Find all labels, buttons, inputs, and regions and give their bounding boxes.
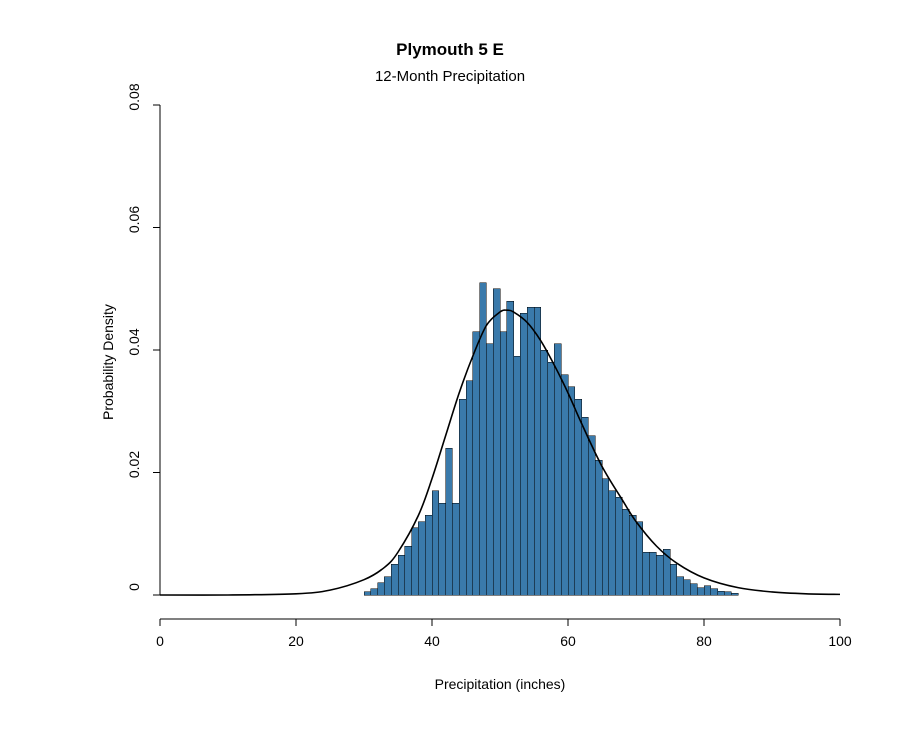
histogram-bar — [534, 307, 541, 595]
histogram-bar — [459, 399, 466, 595]
histogram-bar — [364, 592, 371, 595]
histogram-bar — [690, 584, 697, 595]
histogram-bar — [473, 332, 480, 595]
x-tick-label: 20 — [288, 633, 304, 649]
histogram-bar — [405, 546, 412, 595]
histogram-bar — [554, 344, 561, 595]
histogram-bar — [425, 515, 432, 595]
histogram-bar — [670, 564, 677, 595]
x-tick-label: 80 — [696, 633, 712, 649]
histogram-bar — [371, 589, 378, 595]
histogram-bar — [446, 448, 453, 595]
y-tick-label: 0.06 — [126, 206, 142, 233]
histogram-bar — [507, 301, 514, 595]
histogram-bar — [677, 577, 684, 595]
histogram-bar — [575, 399, 582, 595]
histogram-bar — [568, 387, 575, 595]
histogram-bar — [466, 381, 473, 595]
histogram-bar — [697, 588, 704, 595]
y-tick-label: 0.02 — [126, 451, 142, 478]
x-tick-label: 60 — [560, 633, 576, 649]
histogram-bar — [548, 362, 555, 595]
histogram-bar — [527, 307, 534, 595]
histogram-bar — [384, 577, 391, 595]
histogram-bar — [582, 417, 589, 595]
histogram-bar — [452, 503, 459, 595]
plot-svg: 0 0.02 0.04 0.06 0.08 0 20 40 60 80 100 — [0, 0, 900, 750]
histogram-bar — [704, 586, 711, 595]
y-tick-label: 0 — [126, 583, 142, 591]
histogram-bar — [520, 313, 527, 595]
histogram-bar — [718, 591, 725, 595]
histogram-bar — [629, 515, 636, 595]
y-tick-label: 0.08 — [126, 83, 142, 110]
histogram-bar — [486, 344, 493, 595]
histogram-bar — [378, 583, 385, 595]
histogram-bar — [622, 509, 629, 595]
precipitation-histogram: Plymouth 5 E 12-Month Precipitation Prob… — [0, 0, 900, 750]
x-tick-label: 100 — [828, 633, 852, 649]
histogram-bar — [432, 491, 439, 595]
x-tick-label: 0 — [156, 633, 164, 649]
histogram-bar — [650, 552, 657, 595]
histogram-bar — [609, 491, 616, 595]
histogram-bar — [595, 460, 602, 595]
histogram-bar — [391, 564, 398, 595]
histogram-bar — [561, 375, 568, 596]
histogram-bar — [636, 522, 643, 596]
histogram-bar — [602, 479, 609, 595]
histogram-bar — [711, 589, 718, 595]
histogram-bar — [514, 356, 521, 595]
histogram-bar — [500, 332, 507, 595]
histogram-bar — [418, 522, 425, 596]
y-tick-label: 0.04 — [126, 328, 142, 355]
x-tick-label: 40 — [424, 633, 440, 649]
histogram-bar — [656, 555, 663, 595]
histogram-bar — [541, 350, 548, 595]
histogram-bar — [724, 592, 731, 595]
histogram-bar — [493, 289, 500, 595]
histogram-bar — [439, 503, 446, 595]
histogram-bar — [480, 283, 487, 595]
histogram-bar — [412, 528, 419, 595]
histogram-bar — [398, 555, 405, 595]
histogram-bar — [684, 580, 691, 595]
histogram-bar — [616, 497, 623, 595]
histogram-bar — [731, 593, 738, 595]
histogram-bar — [588, 436, 595, 595]
histogram-bar — [643, 552, 650, 595]
